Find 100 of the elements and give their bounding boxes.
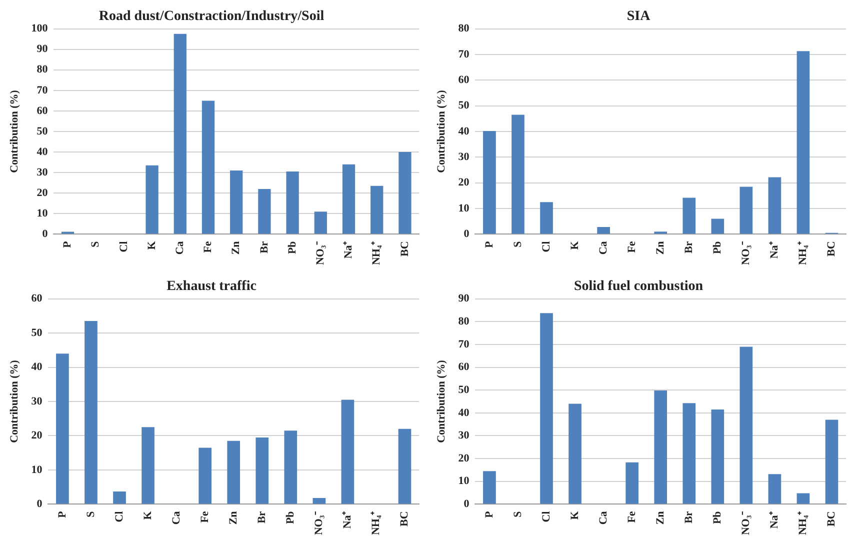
x-tick-label: K (568, 510, 581, 520)
x-tick-label: K (568, 240, 581, 250)
x-tick-label: NO₃⁻ (740, 511, 752, 536)
y-tick-label: 80 (458, 315, 470, 328)
bar (711, 218, 724, 234)
x-tick-label: Pb (711, 511, 724, 524)
y-tick-label: 80 (36, 64, 48, 76)
bar (626, 462, 638, 504)
bar (198, 448, 212, 504)
x-tick-label: NH₄⁺ (797, 511, 810, 536)
y-tick-label: 0 (464, 498, 470, 510)
x-tick-label: BC (398, 511, 411, 526)
x-tick-label: Br (258, 241, 270, 254)
y-tick-label: 10 (458, 202, 470, 214)
y-tick-label: 50 (36, 125, 48, 138)
y-tick-label: 80 (458, 22, 470, 35)
y-tick-label: 90 (36, 43, 48, 56)
bar (398, 152, 412, 234)
bar (740, 186, 753, 234)
bar (682, 198, 696, 234)
y-tick-label: 30 (458, 151, 470, 164)
bar (654, 390, 668, 504)
bar (597, 227, 610, 234)
bar (483, 130, 496, 234)
bar (768, 177, 782, 234)
x-tick-label: S (90, 241, 102, 248)
x-tick-label: Br (682, 511, 695, 524)
bar (341, 400, 354, 504)
bar (227, 440, 240, 504)
x-tick-label: Cl (540, 241, 552, 252)
y-tick-label: 30 (36, 166, 48, 178)
bar (483, 471, 496, 504)
bar (398, 428, 412, 504)
x-tick-label: Fe (626, 241, 638, 253)
bar (84, 321, 98, 504)
x-tick-label: BC (826, 511, 838, 526)
y-tick-label: 40 (458, 125, 470, 138)
chart-title: SIA (626, 9, 652, 24)
y-tick-label: 60 (36, 104, 48, 117)
y-tick-label: 40 (36, 146, 48, 158)
x-tick-label: NO₃⁻ (740, 241, 752, 266)
y-axis-title: Contribution (%) (435, 90, 448, 173)
y-tick-label: 50 (458, 100, 470, 112)
y-tick-label: 0 (42, 228, 48, 240)
y-tick-label: 20 (36, 186, 48, 199)
x-tick-label: K (146, 240, 158, 250)
x-tick-label: P (62, 240, 74, 248)
x-tick-label: S (512, 241, 524, 248)
bar (230, 170, 243, 234)
y-tick-label: 100 (31, 22, 48, 35)
x-tick-label: Fe (626, 511, 638, 523)
x-tick-label: Fe (198, 511, 211, 523)
x-tick-label: Zn (654, 241, 666, 255)
y-tick-label: 40 (458, 406, 470, 419)
x-tick-label: Fe (202, 241, 214, 253)
x-tick-label: Zn (230, 241, 242, 255)
y-tick-label: 60 (458, 361, 470, 374)
x-tick-label: Pb (286, 241, 298, 254)
x-tick-label: BC (826, 241, 838, 256)
y-tick-label: 40 (31, 361, 43, 374)
bar (796, 51, 810, 234)
y-tick-label: 0 (36, 498, 43, 510)
x-tick-label: Zn (227, 511, 240, 525)
bar (342, 164, 356, 234)
y-tick-label: 60 (458, 74, 470, 86)
x-tick-label: NO₃⁻ (313, 511, 326, 536)
x-tick-label: Zn (654, 511, 666, 525)
x-tick-label: NH₄⁺ (370, 511, 382, 536)
bar (113, 492, 126, 504)
bar (740, 346, 753, 504)
y-axis-title: Contribution (%) (8, 90, 20, 173)
y-tick-label: 20 (458, 452, 470, 464)
bar (540, 202, 553, 234)
x-tick-label: Cl (540, 511, 552, 522)
bar (256, 437, 269, 504)
x-tick-label: Ca (174, 240, 186, 255)
y-tick-label: 70 (36, 84, 48, 96)
y-tick-label: 30 (458, 430, 470, 442)
x-tick-label: Br (256, 511, 268, 524)
y-tick-label: 50 (31, 326, 43, 339)
chart-title: Road dust/Constraction/Industry/Soil (98, 9, 324, 24)
bar (202, 100, 215, 234)
y-tick-label: 10 (31, 464, 43, 476)
bar (286, 172, 299, 234)
bar (568, 404, 582, 504)
bar (711, 409, 724, 504)
x-tick-label: P (483, 510, 496, 518)
bar (56, 354, 69, 504)
y-tick-label: 70 (458, 338, 470, 350)
x-tick-label: S (512, 511, 524, 518)
x-tick-label: Cl (113, 511, 126, 522)
y-tick-label: 10 (458, 475, 470, 488)
bar (258, 189, 271, 234)
bar (540, 313, 553, 504)
bar (146, 165, 158, 234)
y-tick-label: 20 (458, 176, 470, 189)
x-tick-label: P (56, 510, 68, 518)
chart-title: Exhaust traffic (166, 279, 256, 294)
y-tick-label: 90 (458, 292, 470, 305)
bar (796, 493, 810, 504)
